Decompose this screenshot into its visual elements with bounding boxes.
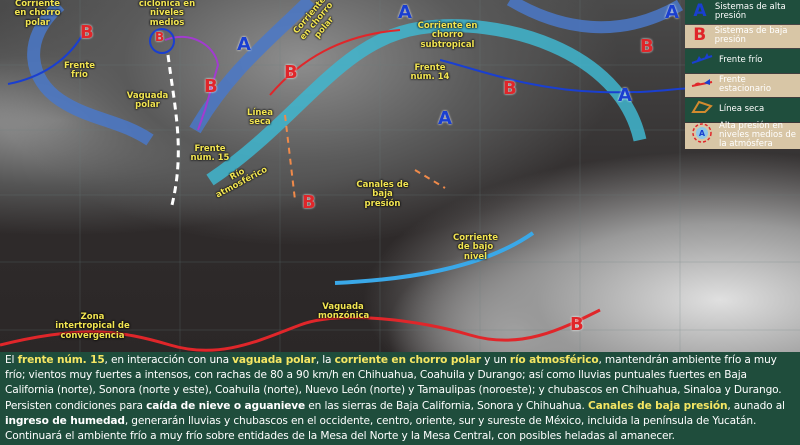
upper-low-b: B <box>155 30 165 44</box>
label-monsoon-trough: Vaguada monzónica <box>318 302 370 322</box>
low-pressure-b: B <box>302 192 316 213</box>
legend-dry-line: Línea seca <box>685 98 800 122</box>
polar-jet-left <box>27 0 154 146</box>
grid-lines <box>0 0 800 352</box>
label-cold-front: Frente frío <box>63 61 96 81</box>
cold-front-icon <box>691 52 713 70</box>
legend-low: B Sistemas de baja presión <box>685 24 800 48</box>
svg-text:A: A <box>699 129 706 138</box>
occluded-front <box>164 35 220 131</box>
summary-text: y un <box>480 354 510 366</box>
forecast-summary: El frente núm. 15, en interacción con un… <box>0 352 800 445</box>
label-low-channels: Canales de baja presión <box>356 180 409 209</box>
summary-text: en las sierras de Baja California, Sonor… <box>305 399 588 412</box>
legend-high: A Sistemas de alta presión <box>685 0 800 24</box>
upper-high-icon: A <box>691 122 713 149</box>
stationary-front <box>269 29 401 96</box>
high-pressure-a: A <box>398 2 412 23</box>
summary-highlight: río atmosférico <box>509 354 599 366</box>
low-pressure-b: B <box>204 76 218 97</box>
legend-cold-front: Frente frío <box>685 49 800 73</box>
high-pressure-a: A <box>618 85 632 106</box>
trough-gulf <box>414 169 446 189</box>
label-low-level-jet: Corriente de bajo nivel <box>452 233 499 262</box>
low-pressure-b: B <box>503 78 517 99</box>
label-front-15: Frente núm. 15 <box>190 144 230 164</box>
legend-label: Línea seca <box>719 104 765 115</box>
polar-jet-mid <box>189 0 315 134</box>
stationary-front-icon <box>691 76 713 94</box>
satellite-map: B B B B B B B B A A A A A Corriente en c… <box>0 0 800 352</box>
summary-text: , generarán lluvias y chubascos en el oc… <box>5 414 757 443</box>
legend-stationary-front: Frente estacionario <box>685 73 800 97</box>
label-itcz: Zona intertropical de convergencia <box>55 312 130 341</box>
legend-label: Sistemas de baja presión <box>714 26 788 46</box>
low-pressure-b: B <box>80 22 94 43</box>
summary-text: , en interacción con una <box>104 354 233 366</box>
summary-text: El <box>5 354 18 366</box>
low-pressure-b: B <box>570 314 584 335</box>
legend-label: Sistemas de alta presión <box>714 1 786 21</box>
label-front-14: Frente núm. 14 <box>410 63 450 83</box>
legend: A Sistemas de alta presión B Sistemas de b… <box>685 0 800 150</box>
legend-label: Frente frío <box>719 55 763 66</box>
label-polar-trough: Vaguada polar <box>126 91 169 111</box>
label-upper-trough: ciclónica en niveles medios <box>138 0 196 28</box>
summary-highlight: frente núm. 15 <box>17 354 105 366</box>
low-pressure-b: B <box>640 36 654 57</box>
label-dry-line: Línea seca <box>247 108 273 128</box>
label-polar-jet: Corriente en chorro polar <box>14 0 61 28</box>
legend-upper-high: A Alta presión en niveles medios de la at… <box>685 121 800 149</box>
low-pressure-b: B <box>284 62 298 83</box>
summary-highlight: vaguada polar <box>232 354 316 366</box>
high-pressure-a: A <box>665 2 679 23</box>
summary-highlight: Canales de baja presión <box>587 399 728 412</box>
low-pressure-icon: B <box>693 25 707 46</box>
dry-line-icon <box>691 100 713 119</box>
summary-highlight: corriente en chorro polar <box>334 354 482 366</box>
summary-text: , la <box>315 354 335 366</box>
legend-label: Alta presión en niveles medios de la atm… <box>719 121 796 149</box>
summary-text: , mantendrán ambiente frío a muy frío; v… <box>5 354 782 412</box>
high-pressure-a: A <box>438 108 452 129</box>
low-level-jet <box>334 231 535 285</box>
legend-label: Frente estacionario <box>719 75 772 95</box>
cold-front-14 <box>439 59 701 94</box>
dry-line <box>284 114 296 201</box>
vaguada-polar <box>166 54 180 206</box>
summary-text: , aunado al <box>727 399 785 412</box>
high-pressure-icon: A <box>693 0 707 21</box>
polar-jet-right <box>506 0 684 34</box>
itcz <box>0 308 601 352</box>
high-pressure-a: A <box>237 34 251 55</box>
label-subtropical-jet: Corriente en chorro subtropical <box>417 21 478 50</box>
summary-highlight: caída de nieve o aguanieve <box>146 399 306 412</box>
summary-highlight: ingreso de humedad <box>5 414 125 427</box>
cold-front-left <box>7 29 86 85</box>
upper-low-circle <box>149 28 175 54</box>
map-overlays <box>0 0 800 352</box>
